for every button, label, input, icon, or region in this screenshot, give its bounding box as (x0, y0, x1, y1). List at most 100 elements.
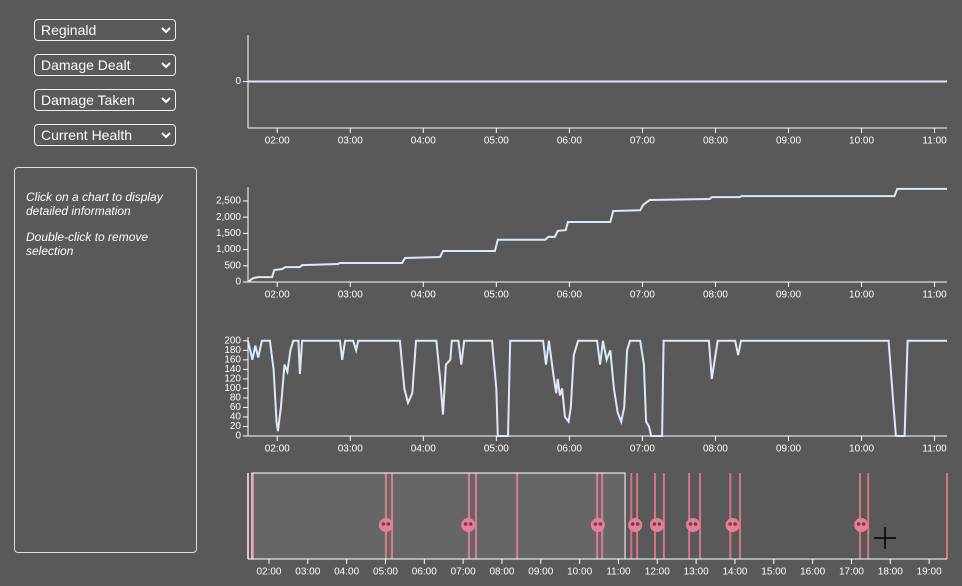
y-tick-label: 80 (230, 393, 242, 404)
x-tick-label: 10:00 (849, 136, 874, 147)
x-tick-label: 09:00 (528, 567, 553, 578)
metric-select[interactable]: Damage Dealt (34, 54, 176, 76)
death-skull (378, 518, 393, 532)
death-skull (461, 518, 476, 532)
skull-eye (856, 522, 861, 526)
x-tick-label: 06:00 (557, 290, 582, 301)
x-tick-label: 09:00 (776, 136, 801, 147)
x-tick-label: 15:00 (761, 567, 786, 578)
skull-eye (635, 522, 640, 526)
death-skull (649, 518, 664, 532)
x-tick-label: 07:00 (451, 567, 476, 578)
skull-eye (861, 522, 866, 526)
death-skull (590, 518, 605, 532)
y-tick-label: 2,500 (216, 196, 241, 207)
skull-eye (733, 522, 737, 526)
brush-selection (251, 472, 626, 560)
x-tick-label: 08:00 (703, 290, 728, 301)
x-tick-label: 03:00 (295, 567, 320, 578)
player-select[interactable]: Reginald (34, 19, 176, 41)
skull-eye (728, 522, 732, 526)
x-tick-label: 11:00 (922, 136, 947, 147)
info-panel: Click on a chart to display detailed inf… (14, 167, 197, 553)
y-tick-label: 0 (235, 277, 241, 288)
death-skull (686, 518, 701, 532)
x-tick-label: 19:00 (917, 567, 942, 578)
skull-eye (652, 522, 657, 526)
x-tick-label: 08:00 (489, 567, 514, 578)
skull-eye (386, 522, 391, 526)
x-tick-label: 17:00 (839, 567, 864, 578)
x-tick-label: 06:00 (557, 444, 582, 455)
x-tick-label: 11:00 (922, 290, 947, 301)
x-tick-label: 16:00 (800, 567, 825, 578)
death-skull (628, 518, 643, 532)
chevron (161, 97, 171, 104)
x-tick-label: 04:00 (411, 290, 436, 301)
y-tick-label: 0 (235, 76, 241, 87)
skull-eye (463, 522, 468, 526)
skull-eye (657, 522, 662, 526)
x-tick-label: 03:00 (338, 136, 363, 147)
x-tick-label: 06:00 (412, 567, 437, 578)
x-tick-label: 11:00 (606, 567, 631, 578)
chevron (161, 132, 171, 139)
x-tick-label: 05:00 (373, 567, 398, 578)
skull-eye (381, 522, 386, 526)
select-value: Reginald (41, 22, 97, 38)
y-tick-label: 40 (230, 412, 242, 423)
y-tick-label: 100 (224, 383, 241, 394)
x-tick-label: 12:00 (645, 567, 670, 578)
x-tick-label: 03:00 (338, 444, 363, 455)
x-tick-label: 04:00 (334, 567, 359, 578)
x-tick-label: 05:00 (484, 444, 509, 455)
info-text: Click on a chart to display detailed inf… (26, 190, 163, 218)
x-tick-label: 03:00 (338, 290, 363, 301)
y-tick-label: 1,500 (216, 228, 241, 239)
line (247, 339, 947, 437)
x-tick-label: 10:00 (849, 444, 874, 455)
death-skull (725, 518, 740, 532)
y-tick-label: 200 (224, 335, 241, 346)
x-tick-label: 18:00 (878, 567, 903, 578)
x-tick-label: 06:00 (557, 136, 582, 147)
skull-eye (468, 522, 473, 526)
info-text: Double-click to remove selection (26, 230, 149, 258)
x-tick-label: 05:00 (484, 136, 509, 147)
x-tick-label: 10:00 (849, 290, 874, 301)
y-tick-label: 500 (224, 260, 241, 271)
x-tick-label: 02:00 (265, 444, 290, 455)
metric-select[interactable]: Damage Taken (34, 89, 176, 111)
skull-eye (688, 522, 693, 526)
x-tick-label: 02:00 (265, 290, 290, 301)
select-value: Current Health (41, 127, 133, 143)
x-tick-label: 04:00 (411, 136, 436, 147)
x-tick-label: 09:00 (776, 290, 801, 301)
y-tick-label: 160 (224, 354, 241, 365)
y-tick-label: 2,000 (216, 212, 241, 223)
line (247, 187, 947, 283)
x-tick-label: 11:00 (922, 444, 947, 455)
x-tick-label: 10:00 (567, 567, 592, 578)
cursor (874, 527, 896, 549)
x-tick-label: 05:00 (484, 290, 509, 301)
x-tick-label: 08:00 (703, 444, 728, 455)
select-value: Damage Taken (41, 92, 135, 108)
x-tick-label: 07:00 (630, 444, 655, 455)
y-tick-label: 1,000 (216, 244, 241, 255)
skull-eye (593, 522, 598, 526)
chevron (161, 27, 171, 34)
x-tick-label: 08:00 (703, 136, 728, 147)
select-value: Damage Dealt (41, 57, 131, 73)
x-tick-label: 13:00 (684, 567, 709, 578)
skull-eye (598, 522, 603, 526)
x-tick-label: 09:00 (776, 444, 801, 455)
metric-select[interactable]: Current Health (34, 124, 176, 146)
y-tick-label: 180 (224, 345, 241, 356)
chevron (161, 62, 171, 69)
x-tick-label: 02:00 (256, 567, 281, 578)
y-tick-label: 120 (224, 374, 241, 385)
skull-eye (630, 522, 635, 526)
